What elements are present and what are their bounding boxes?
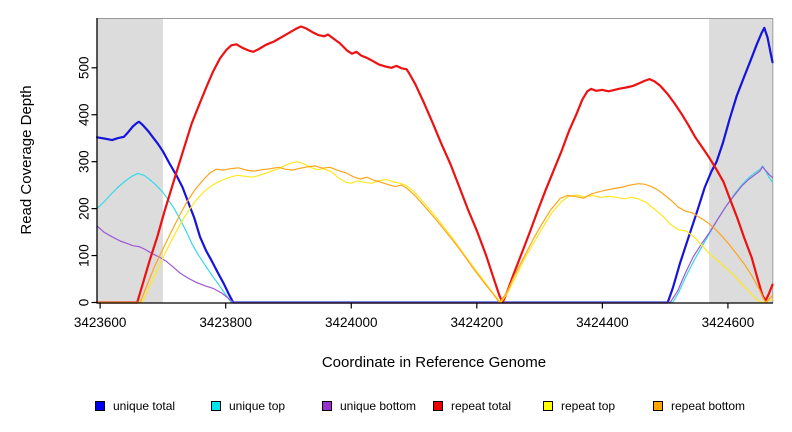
legend-item-unique-top: unique top — [211, 398, 285, 414]
legend-swatch-repeat-top — [543, 401, 553, 411]
shaded-regions-layer — [97, 18, 773, 303]
legend-swatch-repeat-total — [433, 401, 443, 411]
legend-item-unique-bottom: unique bottom — [322, 398, 416, 414]
series-line-unique-total — [95, 26, 774, 304]
series-line-repeat-bottom — [96, 165, 774, 304]
legend-label: repeat bottom — [671, 399, 746, 413]
legend-label: repeat total — [451, 399, 512, 413]
x-tick-label: 3424600 — [702, 315, 755, 330]
series-lines-layer — [95, 25, 774, 304]
series-line-repeat-total — [95, 25, 774, 304]
y-axis-ticks: 0 100 200 300 400 500 — [77, 57, 97, 307]
series-line-unique-bottom — [96, 166, 774, 304]
legend-label: repeat top — [561, 399, 616, 413]
legend-item-repeat-bottom: repeat bottom — [653, 398, 745, 414]
legend-item-repeat-top: repeat top — [543, 398, 615, 414]
x-axis-ticks: 3423600 3423800 3424000 3424200 3424400 34246… — [74, 303, 754, 330]
y-tick-label: 100 — [77, 244, 92, 267]
y-tick-label: 200 — [77, 197, 92, 220]
y-tick-label: 500 — [77, 57, 92, 80]
series-line-unique-top — [96, 165, 774, 304]
x-tick-label: 3424200 — [451, 315, 504, 330]
x-axis-title: Coordinate in Reference Genome — [322, 354, 546, 371]
legend-label: unique top — [229, 399, 286, 413]
legend-swatch-unique-bottom — [322, 401, 332, 411]
x-tick-label: 3424000 — [325, 315, 378, 330]
y-tick-label: 0 — [77, 299, 92, 307]
x-tick-label: 3423600 — [74, 315, 127, 330]
legend-label: unique bottom — [340, 399, 417, 413]
legend-swatch-unique-top — [211, 401, 221, 411]
shaded-region — [97, 18, 163, 303]
legend-swatch-repeat-bottom — [653, 401, 663, 411]
legend-swatch-unique-total — [95, 401, 105, 411]
x-tick-label: 3424400 — [576, 315, 629, 330]
legend-item-unique-total: unique total — [95, 398, 175, 414]
x-tick-label: 3423800 — [199, 315, 252, 330]
y-tick-label: 300 — [77, 150, 92, 173]
y-tick-label: 400 — [77, 103, 92, 126]
series-line-repeat-top — [96, 161, 774, 304]
legend-label: unique total — [113, 399, 176, 413]
y-axis-title: Read Coverage Depth — [18, 85, 35, 234]
chart-legend: unique total unique top unique bottom repea… — [0, 398, 792, 416]
shaded-region — [709, 18, 773, 303]
legend-item-repeat-total: repeat total — [433, 398, 511, 414]
